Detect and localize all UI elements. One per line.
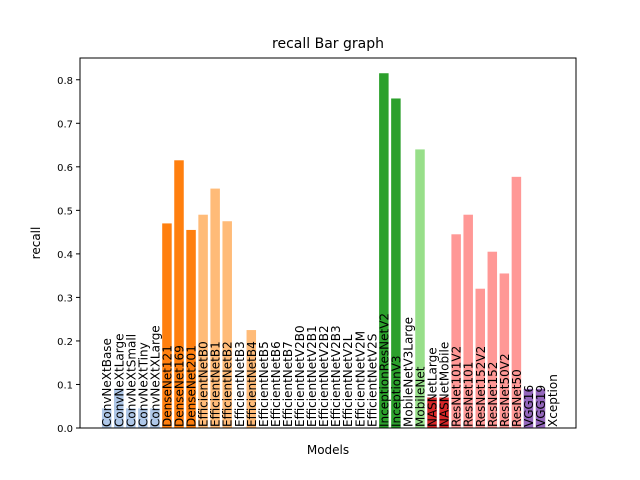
bar-convnextsmall [126, 408, 136, 428]
bar-nasnetlarge [427, 397, 437, 428]
bar-resnet101 [463, 214, 473, 428]
category-label-inceptionresnetv2: InceptionResNetV2 [377, 313, 391, 427]
bar-mobilenet [415, 149, 425, 428]
category-label-densenet201: DenseNet201 [185, 345, 199, 427]
bar-resnet50 [511, 176, 522, 428]
category-label-densenet121: DenseNet121 [160, 345, 174, 427]
bar-inceptionresnetv2 [379, 73, 389, 429]
category-label-resnet152v2: ResNet152V2 [474, 346, 488, 427]
category-label-efficientnetb0: EfficientNetB0 [197, 341, 211, 427]
category-label-convnextxlarge: ConvNeXtXLarge [148, 325, 162, 427]
bar-convnextbase [101, 408, 112, 428]
bar-efficientnetb2 [222, 221, 232, 428]
category-label-resnet50: ResNet50 [510, 369, 524, 427]
category-label-convnextbase: ConvNeXtBase [100, 338, 114, 427]
category-label-efficientnetv2b3: EfficientNetV2B3 [329, 325, 343, 427]
bar-resnet50v2 [499, 273, 510, 428]
category-label-efficientnetb6: EfficientNetB6 [269, 341, 283, 427]
category-label-convnextlarge: ConvNeXtLarge [112, 334, 126, 427]
y-axis-label: recall [29, 227, 43, 260]
x-axis-label: Models [307, 443, 349, 457]
bar-densenet121 [162, 223, 172, 428]
plot-frame [79, 57, 577, 429]
y-tick-label: 0.5 [57, 206, 73, 217]
category-label-convnexttiny: ConvNeXtTiny [136, 342, 150, 427]
category-label-efficientnetv2b2: EfficientNetV2B2 [317, 325, 331, 427]
category-label-resnet101: ResNet101 [462, 362, 476, 427]
category-label-efficientnetv2b1: EfficientNetV2B1 [305, 325, 319, 427]
category-label-nasnetmobile: NASNetMobile [438, 342, 452, 427]
category-label-efficientnetb7: EfficientNetB7 [281, 341, 295, 427]
category-label-efficientnetb3: EfficientNetB3 [233, 341, 247, 427]
bar-vgg19 [535, 388, 546, 428]
y-tick-label: 0.6 [57, 163, 73, 174]
bar-inceptionv3 [391, 98, 401, 428]
y-tick-label: 0.3 [57, 293, 73, 304]
bar-convnextxlarge [150, 408, 160, 428]
category-label-efficientnetb1: EfficientNetB1 [209, 341, 223, 427]
category-label-resnet101v2: ResNet101V2 [450, 346, 464, 427]
bar-convnexttiny [138, 408, 148, 428]
bar-efficientnetb4 [246, 330, 257, 428]
category-label-resnet152: ResNet152 [486, 362, 500, 427]
bar-nasnetmobile [439, 397, 449, 428]
category-label-efficientnetb5: EfficientNetB5 [257, 341, 271, 427]
category-label-vgg16: VGG16 [522, 385, 536, 427]
y-tick-label: 0.2 [57, 337, 73, 348]
category-label-efficientnetv2b0: EfficientNetV2B0 [293, 325, 307, 427]
category-label-nasnetlarge: NASNetLarge [426, 347, 440, 427]
bar-densenet201 [186, 229, 196, 428]
category-label-efficientnetv2s: EfficientNetV2S [365, 334, 379, 427]
category-label-resnet50v2: ResNet50V2 [498, 353, 512, 427]
category-label-convnextsmall: ConvNeXtSmall [124, 334, 138, 427]
y-tick-label: 0.8 [57, 76, 73, 87]
bar-resnet152 [487, 251, 498, 428]
category-label-efficientnetv2l: EfficientNetV2L [341, 334, 355, 427]
bars-layer [101, 73, 546, 429]
bar-resnet152v2 [475, 288, 485, 428]
category-label-efficientnetb2: EfficientNetB2 [221, 341, 235, 427]
category-label-vgg19: VGG19 [534, 385, 548, 427]
bar-efficientnetb0 [198, 214, 208, 428]
bar-vgg16 [523, 388, 534, 428]
y-tick-label: 0.1 [57, 380, 73, 391]
category-labels: ConvNeXtBaseConvNeXtLargeConvNeXtSmallCo… [100, 313, 560, 427]
category-label-mobilenetv3large: MobileNetV3Large [401, 317, 415, 427]
category-label-xception: Xception [546, 374, 560, 427]
category-label-mobilenet: MobileNet [414, 366, 428, 427]
bar-efficientnetb1 [210, 188, 220, 428]
bar-densenet169 [174, 160, 184, 429]
y-tick-label: 0.7 [57, 119, 73, 130]
y-tick-label: 0.4 [57, 250, 73, 261]
y-axis-ticks: 0.0 0.1 0.2 0.3 0.4 0.5 0.6 0.7 0.8 [57, 76, 80, 435]
category-label-densenet169: DenseNet169 [173, 345, 187, 427]
category-label-efficientnetv2m: EfficientNetV2M [353, 331, 367, 427]
bar-convnextlarge [114, 388, 124, 428]
y-tick-label: 0.0 [57, 424, 73, 435]
category-label-efficientnetb4: EfficientNetB4 [245, 341, 259, 427]
category-label-inceptionv3: InceptionV3 [389, 355, 403, 427]
chart-title: recall Bar graph [272, 36, 384, 52]
bar-resnet101v2 [451, 234, 461, 428]
